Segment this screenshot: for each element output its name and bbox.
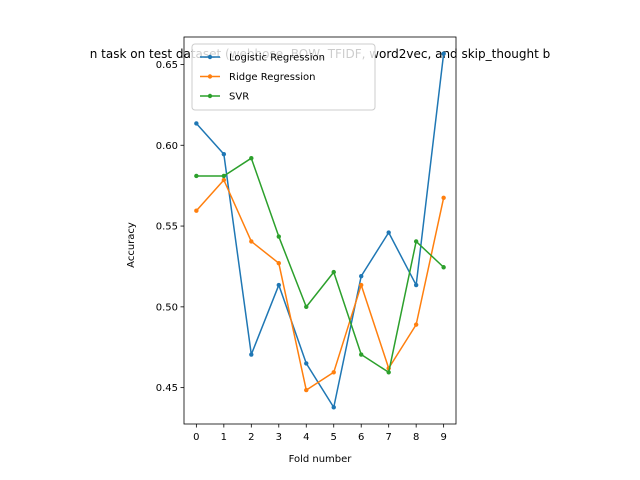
- x-tick-label: 6: [358, 432, 364, 443]
- data-point-svr: [221, 173, 227, 179]
- series-svr: [194, 155, 446, 375]
- data-point-logistic-regression: [441, 51, 446, 56]
- series-line-svr: [196, 157, 445, 374]
- legend-label-logistic-regression: Logistic Regression: [229, 53, 325, 64]
- y-tick-label: 0.55: [156, 222, 178, 233]
- x-tick-label: 7: [385, 432, 391, 443]
- data-point-logistic-regression: [221, 151, 227, 157]
- legend: Logistic Regression Ridge Regression SVR: [191, 43, 376, 111]
- series-line-ridge-regression: [195, 179, 445, 391]
- data-point-ridge-regression: [276, 261, 281, 266]
- data-point-svr: [359, 352, 364, 357]
- plot-area: [183, 36, 457, 425]
- legend-label-svr: SVR: [229, 92, 249, 103]
- data-point-ridge-regression: [304, 387, 309, 393]
- data-point-svr: [304, 304, 309, 310]
- data-point-ridge-regression: [331, 370, 336, 375]
- data-point-svr: [194, 173, 199, 179]
- data-point-logistic-regression: [413, 282, 419, 288]
- data-point-logistic-regression: [331, 405, 336, 410]
- x-tick-label: 1: [221, 432, 227, 443]
- x-tick-label: 9: [440, 432, 446, 443]
- data-point-logistic-regression: [304, 361, 309, 366]
- series-layer: [194, 51, 446, 410]
- legend-marker-svr: [207, 93, 213, 99]
- data-point-logistic-regression: [249, 352, 254, 357]
- x-tick-label: 4: [303, 432, 309, 443]
- data-point-svr: [413, 239, 419, 244]
- x-tick-label: 8: [413, 432, 419, 443]
- data-point-ridge-regression: [359, 282, 364, 288]
- data-point-svr: [386, 370, 391, 375]
- x-tick-label: 2: [248, 432, 254, 443]
- legend-marker-logistic-regression: [207, 54, 213, 60]
- x-tick-label: 0: [193, 432, 199, 443]
- data-point-svr: [276, 234, 281, 239]
- data-point-svr: [441, 265, 446, 270]
- data-point-ridge-regression: [221, 177, 227, 183]
- series-ridge-regression: [194, 177, 446, 393]
- series-logistic-regression: [194, 51, 446, 410]
- y-axis-label: Accuracy: [126, 222, 137, 268]
- data-point-ridge-regression: [441, 195, 446, 200]
- y-tick-label: 0.45: [156, 383, 178, 394]
- x-tick-label: 3: [276, 432, 282, 443]
- data-point-logistic-regression: [386, 230, 391, 235]
- data-point-logistic-regression: [359, 273, 364, 279]
- y-tick-label: 0.50: [156, 302, 178, 313]
- y-tick-label: 0.65: [156, 60, 178, 71]
- data-point-ridge-regression: [413, 322, 419, 327]
- x-axis: 0 1 2 3 4 5 6 7 8 9: [193, 424, 447, 443]
- legend-box: [191, 43, 376, 111]
- data-point-svr: [331, 269, 336, 275]
- y-tick-label: 0.60: [156, 141, 178, 152]
- legend-label-ridge-regression: Ridge Regression: [229, 72, 315, 83]
- data-point-ridge-regression: [194, 208, 199, 213]
- legend-marker-ridge-regression: [207, 74, 213, 79]
- data-point-logistic-regression: [276, 282, 281, 288]
- series-line-logistic-regression: [195, 53, 445, 409]
- plot-frame: [183, 36, 457, 425]
- data-point-svr: [249, 155, 254, 161]
- data-point-ridge-regression: [249, 239, 254, 244]
- y-axis: 0.45 0.50 0.55 0.60 0.65: [156, 60, 184, 394]
- data-point-logistic-regression: [194, 121, 199, 126]
- x-axis-label: Fold number: [289, 454, 353, 465]
- x-tick-label: 5: [331, 432, 337, 443]
